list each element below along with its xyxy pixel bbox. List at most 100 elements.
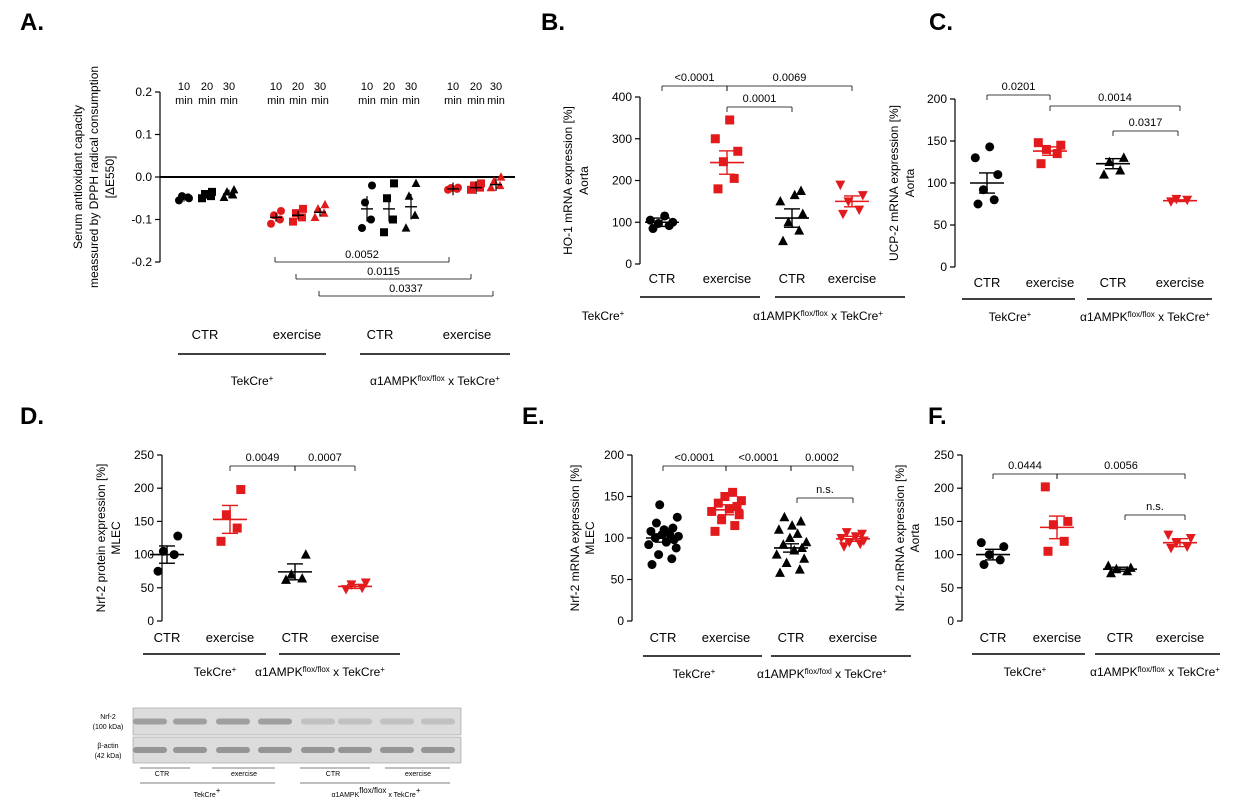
label-part: TekCre (582, 309, 620, 323)
data-point (383, 194, 391, 203)
data-point (736, 496, 746, 506)
label-part: x TekCre (828, 309, 879, 323)
time-label: 10 (270, 81, 282, 93)
data-point (801, 536, 812, 547)
y-axis-sublabel: Aorta (908, 523, 922, 552)
data-point (410, 210, 420, 219)
data-point (710, 134, 720, 144)
data-point (659, 525, 669, 535)
y-tick-label: 100 (934, 548, 954, 562)
data-point (857, 191, 868, 201)
data-point (313, 204, 323, 213)
data-point (835, 180, 846, 191)
y-tick-label: -0.1 (131, 213, 152, 227)
label-part: x TekCre (386, 792, 416, 799)
blot-condition: exercise (231, 771, 257, 778)
y-tick-label: 250 (934, 448, 954, 462)
data-point (298, 213, 306, 222)
blot-band (258, 747, 292, 753)
data-point (713, 498, 723, 508)
data-point (1048, 520, 1058, 530)
y-tick-label: 100 (134, 548, 154, 562)
data-point (390, 179, 398, 188)
p-value: <0.0001 (674, 72, 714, 84)
superscript: flox/flox (1138, 665, 1165, 674)
y-tick-label: 400 (612, 90, 632, 104)
time-label: min (358, 95, 376, 107)
blot-band (216, 718, 250, 725)
blot-condition: CTR (155, 771, 169, 778)
data-point (299, 204, 307, 213)
y-tick-label: 200 (604, 448, 624, 462)
category-label: exercise (702, 630, 750, 645)
y-axis-unit: [ΔE550] (103, 156, 117, 199)
category-label: CTR (1100, 275, 1127, 290)
data-point (1099, 169, 1109, 179)
category-label: exercise (829, 630, 877, 645)
p-value: 0.0001 (743, 93, 777, 105)
data-point (732, 501, 742, 511)
label-part: TekCre (989, 310, 1027, 324)
superscript: + (216, 786, 221, 795)
time-label: 10 (447, 81, 459, 93)
data-point (993, 170, 1003, 180)
data-point (673, 531, 683, 541)
y-axis-label: UCP-2 mRNA expression [%] (887, 105, 901, 261)
group-label: TekCre+ (582, 309, 625, 324)
data-point (216, 536, 226, 546)
p-value: n.s. (816, 484, 834, 496)
data-point (380, 228, 388, 237)
category-label: CTR (974, 275, 1001, 290)
data-point (734, 510, 744, 520)
time-label: min (444, 95, 462, 107)
data-point (367, 215, 375, 224)
data-point (496, 172, 506, 181)
category-label: exercise (206, 630, 254, 645)
data-point (839, 542, 849, 552)
y-tick-label: 0 (617, 614, 624, 628)
y-tick-label: 300 (612, 132, 632, 146)
superscript: + (882, 667, 887, 676)
superscript: + (380, 665, 385, 674)
time-label: 30 (223, 81, 235, 93)
data-point (401, 223, 411, 232)
time-label: min (311, 95, 329, 107)
superscript: + (1042, 665, 1047, 674)
p-value: 0.0049 (246, 452, 280, 464)
time-label: 20 (201, 81, 213, 93)
panel-f: F. 250 200 150 100 50 0 Nrf-2 mRNA expression [… (893, 403, 1220, 679)
y-tick-label: 50 (934, 218, 948, 232)
y-axis-label: Nrf-2 mRNA expression [%] (568, 465, 582, 612)
group-label: α1AMPKflox/flox x TekCre+ (370, 374, 500, 389)
data-point (841, 528, 852, 538)
superscript: + (269, 374, 274, 383)
data-point (655, 500, 665, 510)
data-point (411, 178, 421, 187)
data-point (854, 205, 865, 216)
data-point (201, 190, 209, 198)
category-label: exercise (273, 327, 321, 342)
y-tick-label: 150 (927, 134, 947, 148)
y-tick-label: 150 (604, 490, 624, 504)
data-point (310, 212, 320, 221)
data-point (467, 185, 475, 194)
label-part: α1AMPK (753, 309, 801, 323)
superscript: + (495, 374, 500, 383)
data-point (1052, 149, 1062, 159)
data-point (710, 526, 720, 536)
blot-condition: CTR (326, 771, 340, 778)
time-label: 10 (361, 81, 373, 93)
label-part: x TekCre (1165, 665, 1216, 679)
data-point (368, 181, 376, 190)
time-label: 30 (314, 81, 326, 93)
panel-label: A. (20, 9, 44, 36)
data-point (720, 492, 730, 501)
data-point (667, 554, 677, 564)
label-part: TekCre (194, 665, 232, 679)
y-tick-label: 150 (934, 514, 954, 528)
data-point (730, 521, 740, 531)
y-axis-label: HO-1 mRNA expression [%] (561, 106, 575, 255)
superscript: flox/flox (1128, 310, 1155, 319)
